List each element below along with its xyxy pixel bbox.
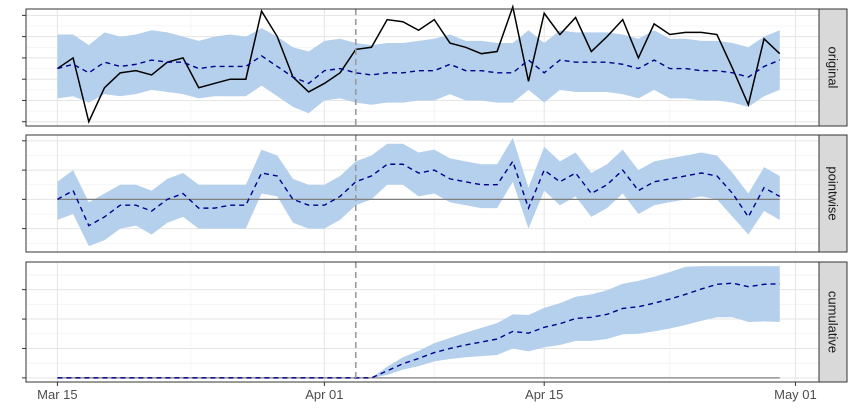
observed-series bbox=[56, 4, 781, 125]
confidence-band bbox=[57, 266, 780, 378]
facet-label-original: original bbox=[826, 47, 841, 89]
facet-strip bbox=[818, 134, 848, 253]
facet-strip bbox=[818, 261, 848, 383]
prediction-series bbox=[57, 159, 781, 227]
confidence-band bbox=[57, 137, 780, 247]
prediction-series bbox=[57, 54, 781, 85]
x-tick-label: Mar 15 bbox=[37, 387, 77, 402]
x-tick-label: Apr 01 bbox=[305, 387, 343, 402]
facet-label-cumulative: cumulative bbox=[826, 291, 841, 353]
facet-label-pointwise: pointwise bbox=[826, 166, 841, 220]
prediction-series bbox=[57, 282, 780, 379]
x-tick-label: May 01 bbox=[774, 387, 817, 402]
panel-original: original bbox=[22, 4, 848, 127]
x-tick-label: Apr 15 bbox=[525, 387, 563, 402]
panel-cumulative: cumulative bbox=[22, 261, 848, 383]
confidence-band bbox=[57, 28, 780, 114]
facet-strip bbox=[818, 8, 848, 127]
panel-pointwise: pointwise bbox=[22, 134, 848, 253]
